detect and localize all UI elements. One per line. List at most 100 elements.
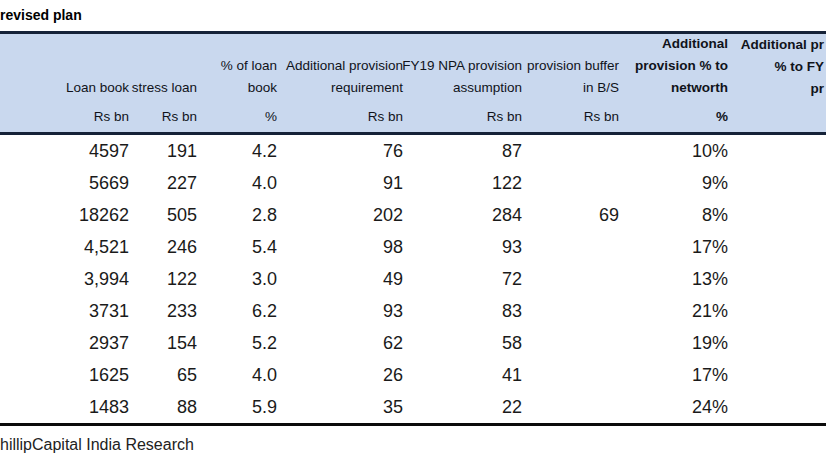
table-row: 56692274.091122 9% [0, 167, 826, 199]
cell-stress-loan: 154 [131, 327, 199, 359]
cell-addl-prov-networth: 21% [621, 295, 730, 327]
cell-addl-prov-networth: 17% [621, 359, 730, 391]
cell-addl-prov-req: 76 [279, 135, 405, 167]
cell-pct-of-loan-book: 5.9 [199, 391, 279, 423]
column-header-addl-prov-networth: Additional provision % to networth% [621, 34, 730, 132]
cell-name [0, 199, 40, 231]
column-unit: Rs bn [487, 105, 522, 129]
cell-name [0, 263, 40, 295]
column-unit: Rs bn [94, 105, 129, 129]
cell-fy19-npa-prov: 22 [405, 391, 524, 423]
cell-loan-book: 5669 [40, 167, 131, 199]
cell-fy19-npa-prov: 58 [405, 327, 524, 359]
table-header-row: Loan bookRs bnstress loanRs bn% of loan … [0, 31, 826, 135]
cell-addl-prov-fy [730, 231, 826, 263]
column-unit: Rs bn [584, 105, 619, 129]
column-unit: Rs bn [162, 105, 197, 129]
cell-addl-prov-fy [730, 199, 826, 231]
table-row: 45971914.27687 10% [0, 135, 826, 167]
column-header-loan-book: Loan book Rs bn [40, 34, 131, 132]
cell-addl-prov-req: 35 [279, 391, 405, 423]
cell-pct-of-loan-book: 6.2 [199, 295, 279, 327]
column-header-name [0, 34, 40, 132]
column-label: % of loan book [221, 55, 277, 99]
column-header-prov-buffer: provision buffer in B/S Rs bn [524, 34, 621, 132]
cell-loan-book: 1625 [40, 359, 131, 391]
cell-stress-loan: 505 [131, 199, 199, 231]
cell-addl-prov-req: 26 [279, 359, 405, 391]
cell-stress-loan: 65 [131, 359, 199, 391]
cell-addl-prov-req: 202 [279, 199, 405, 231]
cell-stress-loan: 191 [131, 135, 199, 167]
cell-prov-buffer [524, 327, 621, 359]
cell-loan-book: 4597 [40, 135, 131, 167]
cell-addl-prov-networth: 8% [621, 199, 730, 231]
cell-pct-of-loan-book: 2.8 [199, 199, 279, 231]
cell-pct-of-loan-book: 5.2 [199, 327, 279, 359]
cell-fy19-npa-prov: 41 [405, 359, 524, 391]
cell-fy19-npa-prov: 72 [405, 263, 524, 295]
cell-addl-prov-fy [730, 327, 826, 359]
column-label: Loan book [66, 77, 129, 99]
cell-loan-book: 2937 [40, 327, 131, 359]
cell-loan-book: 3,994 [40, 263, 131, 295]
cell-loan-book: 3731 [40, 295, 131, 327]
table-row: 29371545.2625819% [0, 327, 826, 359]
cell-fy19-npa-prov: 93 [405, 231, 524, 263]
column-header-addl-prov-fy: Additional pr % to FY pr [730, 34, 826, 132]
report-page: revised plan Loan bookRs bnstress loanRs… [0, 0, 826, 465]
cell-fy19-npa-prov: 83 [405, 295, 524, 327]
cell-stress-loan: 122 [131, 263, 199, 295]
cell-prov-buffer [524, 263, 621, 295]
column-label: Additional pr % to FY pr [741, 34, 824, 100]
cell-addl-prov-req: 62 [279, 327, 405, 359]
cell-name [0, 167, 40, 199]
cell-pct-of-loan-book: 4.2 [199, 135, 279, 167]
cell-loan-book: 1483 [40, 391, 131, 423]
cell-stress-loan: 233 [131, 295, 199, 327]
table-row: 4,5212465.49893 17% [0, 231, 826, 263]
cell-addl-prov-req: 93 [279, 295, 405, 327]
table-row: 1625654.0264117% [0, 359, 826, 391]
cell-pct-of-loan-book: 5.4 [199, 231, 279, 263]
cell-fy19-npa-prov: 87 [405, 135, 524, 167]
cell-stress-loan: 246 [131, 231, 199, 263]
source-note: hillipCapital India Research [0, 426, 826, 454]
cell-prov-buffer [524, 167, 621, 199]
column-unit: Rs bn [368, 105, 403, 129]
cell-prov-buffer [524, 391, 621, 423]
table-row: 1483885.9352224% [0, 391, 826, 423]
cell-name [0, 391, 40, 423]
cell-pct-of-loan-book: 3.0 [199, 263, 279, 295]
cell-addl-prov-req: 49 [279, 263, 405, 295]
column-unit: % [716, 105, 728, 129]
cell-prov-buffer [524, 295, 621, 327]
cell-name [0, 327, 40, 359]
column-label: Additional provision requirement [286, 55, 403, 99]
column-unit: % [265, 105, 277, 129]
column-header-fy19-npa-prov: FY19 NPA provision assumption Rs bn [405, 34, 524, 132]
column-label: provision buffer in B/S [527, 55, 619, 99]
table-row: 182625052.8202284698% [0, 199, 826, 231]
cell-addl-prov-fy [730, 167, 826, 199]
cell-addl-prov-networth: 24% [621, 391, 730, 423]
column-label: FY19 NPA provision assumption [402, 55, 522, 99]
cell-name [0, 135, 40, 167]
cell-fy19-npa-prov: 122 [405, 167, 524, 199]
cell-addl-prov-req: 91 [279, 167, 405, 199]
cell-stress-loan: 227 [131, 167, 199, 199]
column-header-stress-loan: stress loanRs bn [131, 34, 199, 132]
cell-addl-prov-networth: 9% [621, 167, 730, 199]
cell-prov-buffer [524, 231, 621, 263]
cell-addl-prov-networth: 10% [621, 135, 730, 167]
cell-name [0, 295, 40, 327]
cell-addl-prov-req: 98 [279, 231, 405, 263]
cell-loan-book: 18262 [40, 199, 131, 231]
column-header-pct-of-loan-book: % of loan book% [199, 34, 279, 132]
cell-loan-book: 4,521 [40, 231, 131, 263]
cell-pct-of-loan-book: 4.0 [199, 167, 279, 199]
cell-addl-prov-fy [730, 359, 826, 391]
cell-addl-prov-fy [730, 295, 826, 327]
data-table: Loan bookRs bnstress loanRs bn% of loan … [0, 31, 826, 426]
cell-addl-prov-networth: 17% [621, 231, 730, 263]
